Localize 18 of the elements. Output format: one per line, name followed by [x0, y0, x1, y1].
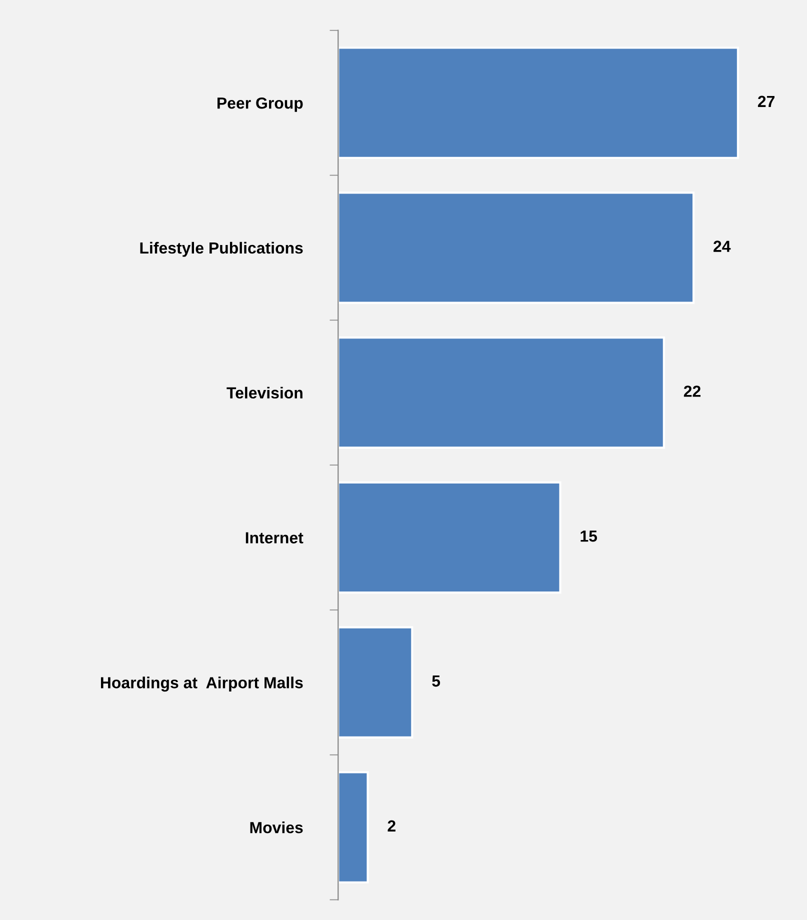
bar — [338, 336, 665, 449]
data-label: 15 — [580, 530, 598, 542]
data-label: 22 — [684, 386, 700, 397]
data-label: 5 — [432, 676, 440, 687]
bar — [338, 481, 562, 594]
bar — [338, 46, 740, 159]
bar — [338, 771, 369, 884]
y-tick-label: Television — [226, 386, 302, 399]
data-label: 24 — [714, 240, 731, 252]
bar — [338, 626, 414, 739]
data-label: 2 — [388, 820, 396, 832]
y-tick-label: Lifestyle Publications — [140, 242, 303, 257]
data-label: 27 — [758, 96, 774, 107]
bar — [338, 192, 695, 304]
y-tick-label: Movies — [250, 822, 303, 834]
y-tick-label: Hoardings at Airport Malls — [100, 676, 303, 692]
y-tick-label: Peer Group — [218, 97, 303, 112]
y-tick-label: Internet — [246, 532, 304, 544]
